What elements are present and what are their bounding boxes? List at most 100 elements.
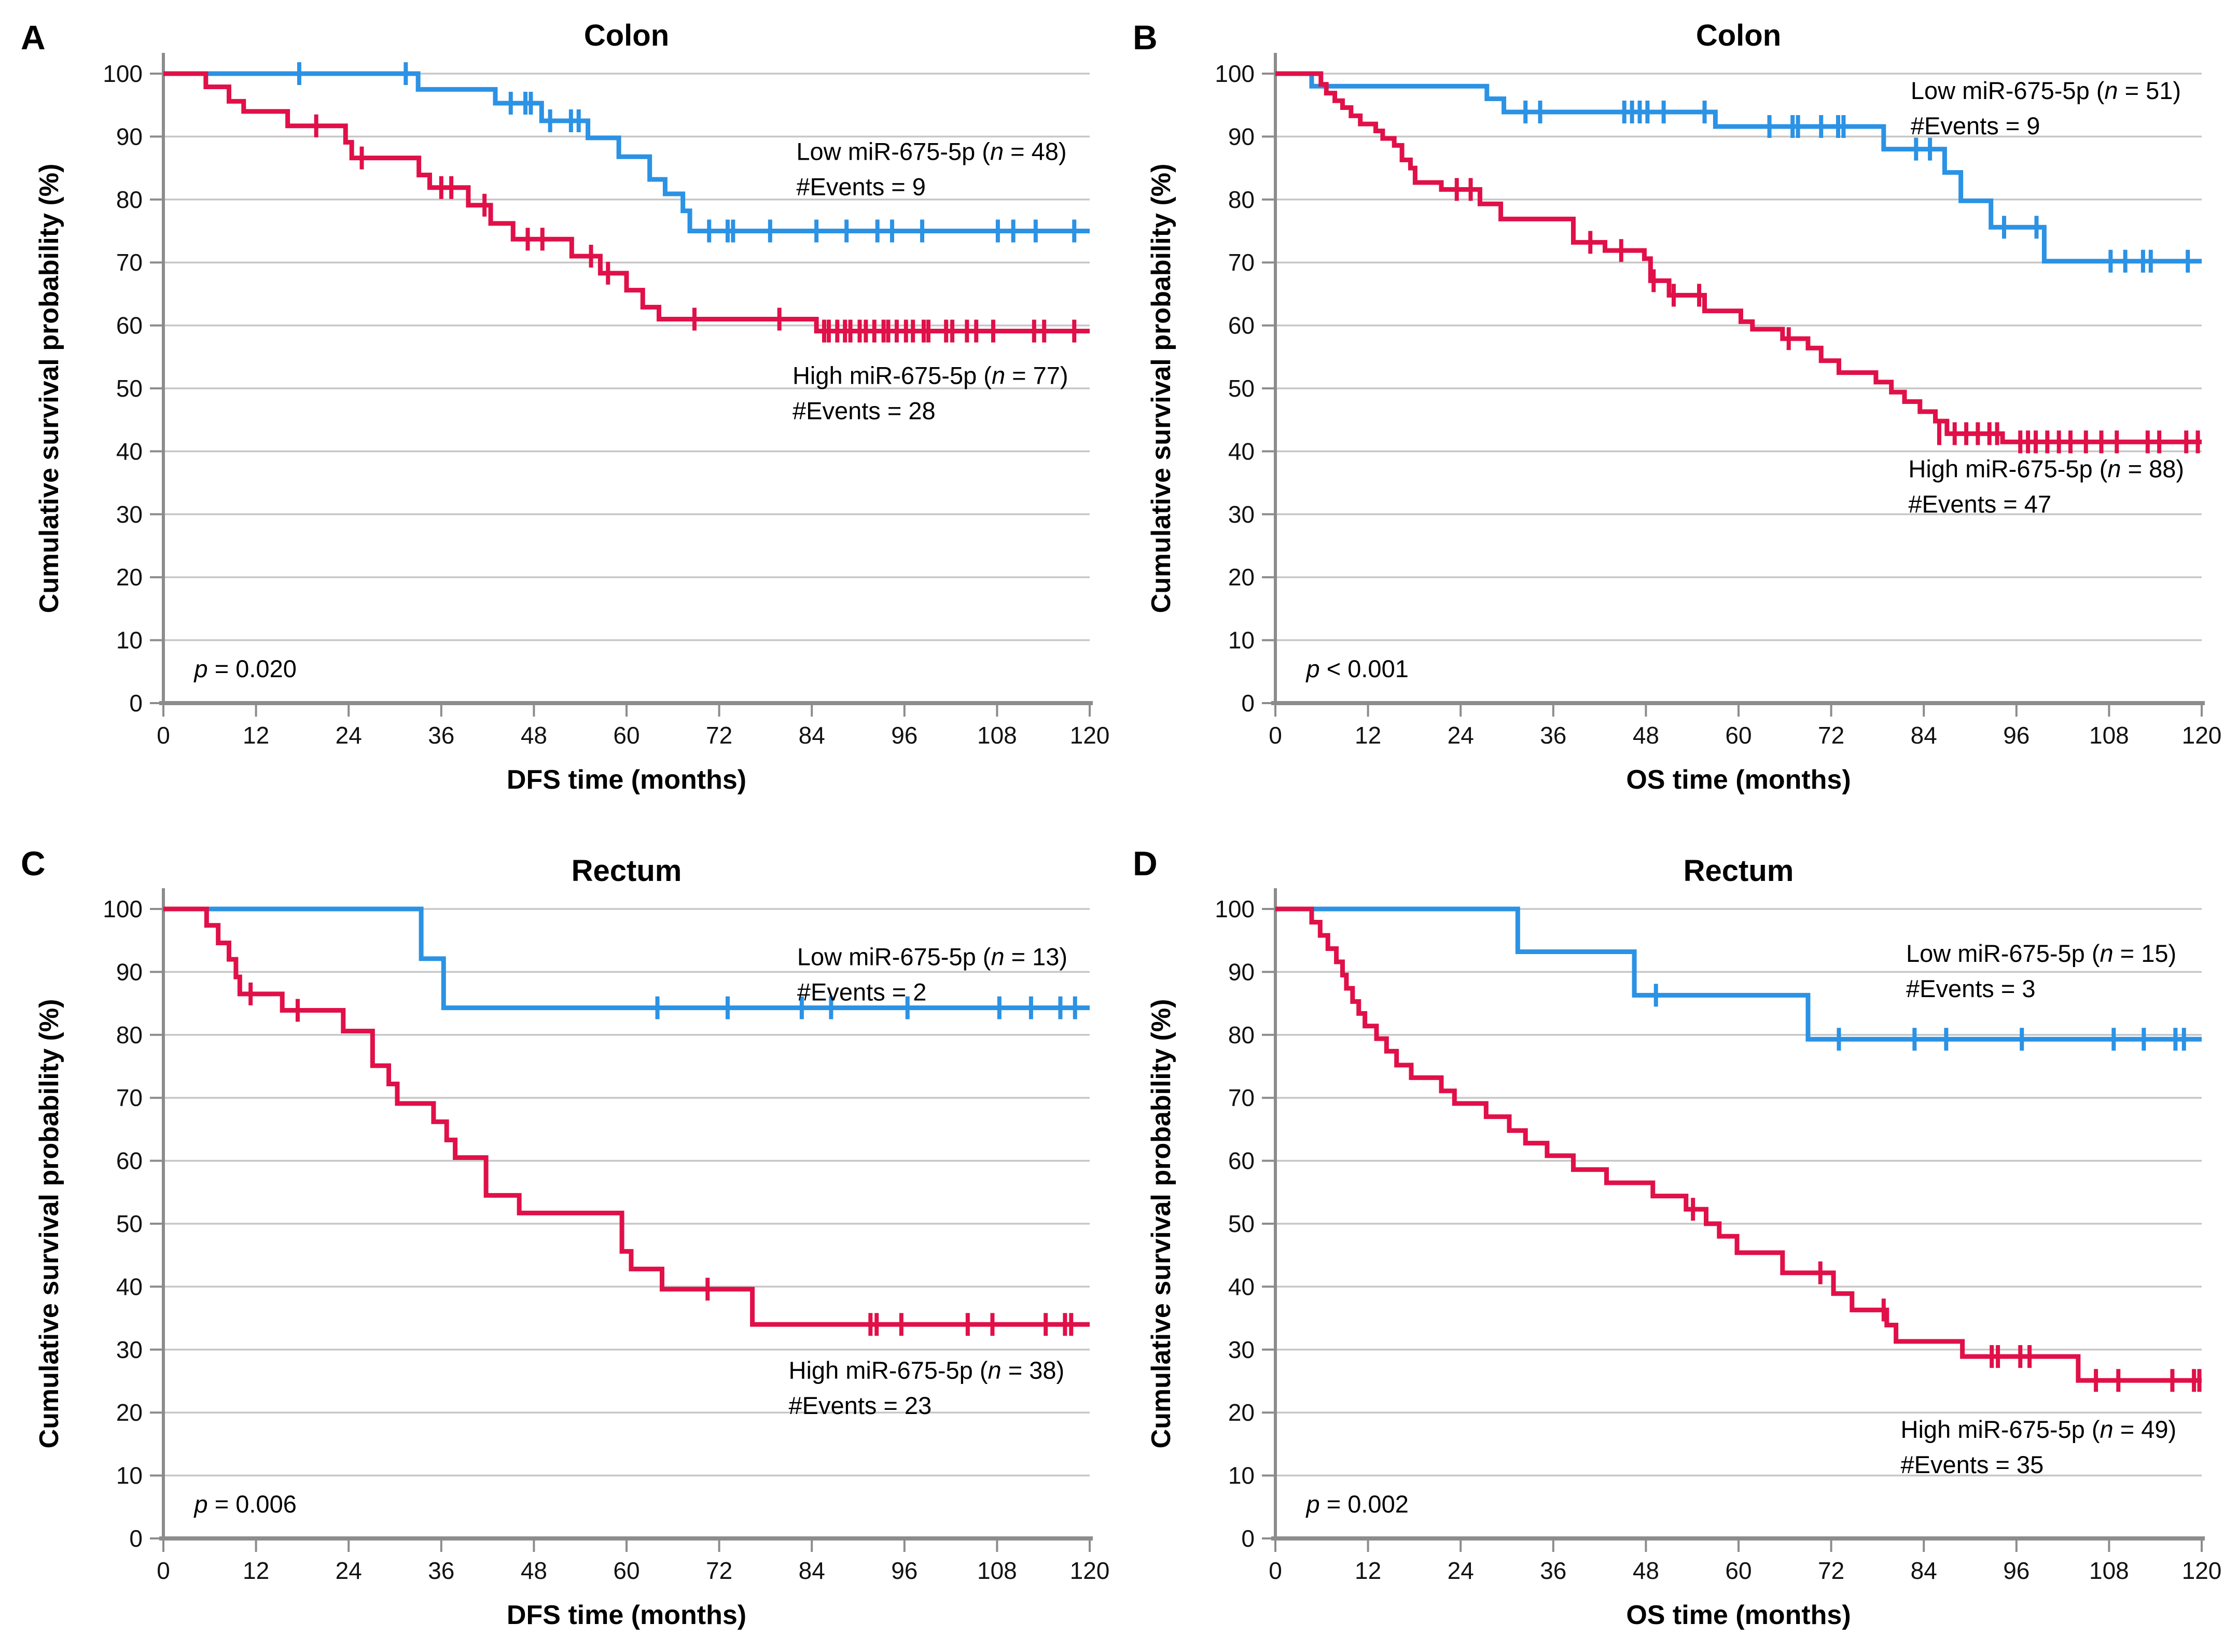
y-tick-label: 30 xyxy=(116,501,143,528)
y-tick-label: 100 xyxy=(103,895,143,922)
x-tick-label: 48 xyxy=(521,722,547,749)
x-tick-label: 96 xyxy=(2003,722,2030,749)
km-curve-high xyxy=(163,71,1090,334)
x-tick-label: 120 xyxy=(2182,722,2222,749)
y-tick-label: 100 xyxy=(1215,895,1255,922)
p-value-label: p = 0.006 xyxy=(193,1490,297,1518)
panel-D: 100 90 80 70 60 50 40 30 20 10 0 0 12 24 36 48 60 72 84 96 1… xyxy=(1112,826,2224,1652)
y-tick-label: 80 xyxy=(116,1021,143,1048)
x-tick-label: 96 xyxy=(891,722,918,749)
x-tick-label: 24 xyxy=(336,1557,362,1584)
x-tick-label: 48 xyxy=(1633,1557,1659,1584)
x-tick-label: 24 xyxy=(1448,1557,1474,1584)
y-tick-label: 90 xyxy=(116,123,143,150)
y-tick-label: 10 xyxy=(1228,1462,1255,1489)
y-tick-label: 60 xyxy=(1228,1147,1255,1174)
x-tick-label: 0 xyxy=(157,1557,170,1584)
series-label: Low miR-675-5p (n = 48) xyxy=(796,138,1066,165)
series-events-label: #Events = 35 xyxy=(1901,1451,2044,1478)
y-axis-title: Cumulative survival probability (%) xyxy=(34,999,64,1449)
x-tick-label: 0 xyxy=(1269,722,1282,749)
x-tick-label: 120 xyxy=(2182,1557,2222,1584)
x-tick-label: 96 xyxy=(2003,1557,2030,1584)
x-tick-label: 120 xyxy=(1070,1557,1110,1584)
series-label: High miR-675-5p (n = 77) xyxy=(793,362,1068,389)
x-tick-label: 12 xyxy=(243,722,269,749)
panel-C: 100 90 80 70 60 50 40 30 20 10 0 0 12 24 36 48 60 72 84 96 1… xyxy=(0,826,1112,1652)
x-tick-label: 12 xyxy=(1355,722,1381,749)
y-tick-label: 70 xyxy=(116,249,143,276)
x-tick-label: 0 xyxy=(157,722,170,749)
x-tick-label: 84 xyxy=(799,722,825,749)
km-curve-low xyxy=(163,906,1090,1011)
x-tick-label: 60 xyxy=(613,1557,640,1584)
y-tick-label: 20 xyxy=(1228,1399,1255,1426)
x-tick-label: 84 xyxy=(1911,722,1937,749)
x-tick-label: 72 xyxy=(1818,722,1844,749)
x-axis-title: OS time (months) xyxy=(1626,1600,1851,1630)
series-events-label: #Events = 28 xyxy=(793,397,936,425)
y-tick-label: 100 xyxy=(103,60,143,87)
x-tick-label: 84 xyxy=(799,1557,825,1584)
y-tick-label: 80 xyxy=(116,186,143,213)
km-curve-high xyxy=(163,906,1090,1327)
x-tick-label: 96 xyxy=(891,1557,918,1584)
series-label: High miR-675-5p (n = 49) xyxy=(1901,1416,2177,1443)
y-tick-label: 10 xyxy=(1228,627,1255,654)
y-tick-label: 50 xyxy=(116,375,143,402)
y-tick-label: 0 xyxy=(129,690,143,717)
panel-letter: D xyxy=(1133,844,1158,883)
panel-B: 100 90 80 70 60 50 40 30 20 10 0 0 12 24 36 48 60 72 84 96 1… xyxy=(1112,0,2224,826)
p-value-label: p = 0.020 xyxy=(193,655,297,682)
y-tick-label: 0 xyxy=(129,1525,143,1552)
y-tick-label: 20 xyxy=(116,564,143,591)
y-tick-label: 70 xyxy=(1228,249,1255,276)
y-tick-label: 40 xyxy=(1228,1273,1255,1300)
y-tick-label: 90 xyxy=(116,958,143,985)
series-events-label: #Events = 9 xyxy=(796,173,926,201)
y-tick-label: 30 xyxy=(116,1336,143,1363)
x-tick-label: 48 xyxy=(521,1557,547,1584)
panel-letter: C xyxy=(21,844,46,883)
x-tick-label: 108 xyxy=(977,1557,1017,1584)
panel-A: 100 90 80 70 60 50 40 30 20 10 0 0 12 24 36 48 60 72 84 96 1… xyxy=(0,0,1112,826)
x-tick-label: 84 xyxy=(1911,1557,1937,1584)
x-tick-label: 108 xyxy=(2089,722,2129,749)
series-label: Low miR-675-5p (n = 51) xyxy=(1911,77,2181,104)
y-tick-label: 20 xyxy=(116,1399,143,1426)
y-tick-label: 60 xyxy=(116,312,143,339)
y-tick-label: 10 xyxy=(116,1462,143,1489)
x-axis-title: DFS time (months) xyxy=(507,765,746,795)
y-axis-title: Cumulative survival probability (%) xyxy=(1146,164,1176,613)
y-tick-label: 90 xyxy=(1228,123,1255,150)
y-tick-label: 50 xyxy=(116,1210,143,1237)
panel-letter: A xyxy=(21,18,46,57)
series-events-label: #Events = 9 xyxy=(1911,112,2040,139)
km-curve-low xyxy=(1275,71,2202,264)
x-tick-label: 108 xyxy=(2089,1557,2129,1584)
y-tick-label: 60 xyxy=(1228,312,1255,339)
panel-letter: B xyxy=(1133,18,1158,57)
series-events-label: #Events = 2 xyxy=(797,978,927,1005)
x-tick-label: 108 xyxy=(977,722,1017,749)
series-events-label: #Events = 23 xyxy=(789,1392,932,1419)
x-tick-label: 72 xyxy=(1818,1557,1844,1584)
x-axis-title: OS time (months) xyxy=(1626,765,1851,795)
p-value-label: p = 0.002 xyxy=(1305,1490,1409,1518)
y-tick-label: 40 xyxy=(116,438,143,465)
km-curve-high xyxy=(1275,906,2202,1383)
series-label: High miR-675-5p (n = 38) xyxy=(789,1356,1065,1384)
y-tick-label: 80 xyxy=(1228,186,1255,213)
p-value-label: p < 0.001 xyxy=(1305,655,1409,682)
x-tick-label: 12 xyxy=(1355,1557,1381,1584)
y-axis-title: Cumulative survival probability (%) xyxy=(1146,999,1176,1449)
y-tick-label: 40 xyxy=(116,1273,143,1300)
y-tick-label: 70 xyxy=(1228,1084,1255,1111)
x-tick-label: 60 xyxy=(1725,1557,1752,1584)
x-axis-title: DFS time (months) xyxy=(507,1600,746,1630)
y-tick-label: 30 xyxy=(1228,1336,1255,1363)
